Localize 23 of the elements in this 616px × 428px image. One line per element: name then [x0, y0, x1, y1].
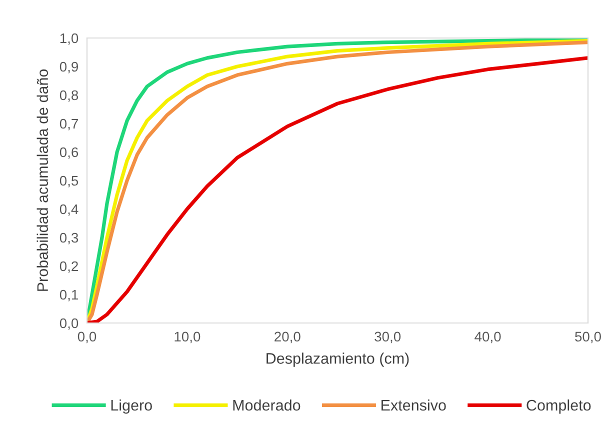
y-tick-label: 0,0 [60, 318, 78, 330]
x-tick-label: 0,0 [78, 332, 96, 344]
y-tick-label: 0,2 [60, 261, 78, 273]
x-tick-label: 10,0 [174, 332, 200, 344]
y-tick-label: 0,5 [60, 176, 78, 188]
x-axis-title: Desplazamiento (cm) [266, 352, 409, 367]
legend-label: Completo [526, 399, 591, 414]
y-axis-title: Probabilidad acumulada de daño [36, 69, 48, 291]
legend-label: Ligero [111, 399, 152, 414]
y-tick-label: 0,4 [60, 204, 78, 216]
y-tick-label: 0,9 [60, 62, 78, 74]
y-tick-label: 1,0 [60, 33, 78, 45]
legend-label: Extensivo [382, 399, 446, 411]
y-tick-label: 0,8 [60, 90, 78, 102]
y-tick-label: 0,3 [60, 232, 78, 244]
x-tick-label: 40,0 [474, 332, 501, 344]
legend-label: Moderado [233, 399, 300, 411]
y-tick-label: 0,6 [60, 147, 78, 159]
y-tick-label: 0,1 [60, 290, 78, 302]
x-tick-label: 20,0 [274, 332, 300, 344]
x-tick-label: 50,0 [575, 332, 601, 344]
x-tick-label: 30,0 [374, 332, 401, 344]
y-tick-label: 0,7 [60, 118, 78, 130]
